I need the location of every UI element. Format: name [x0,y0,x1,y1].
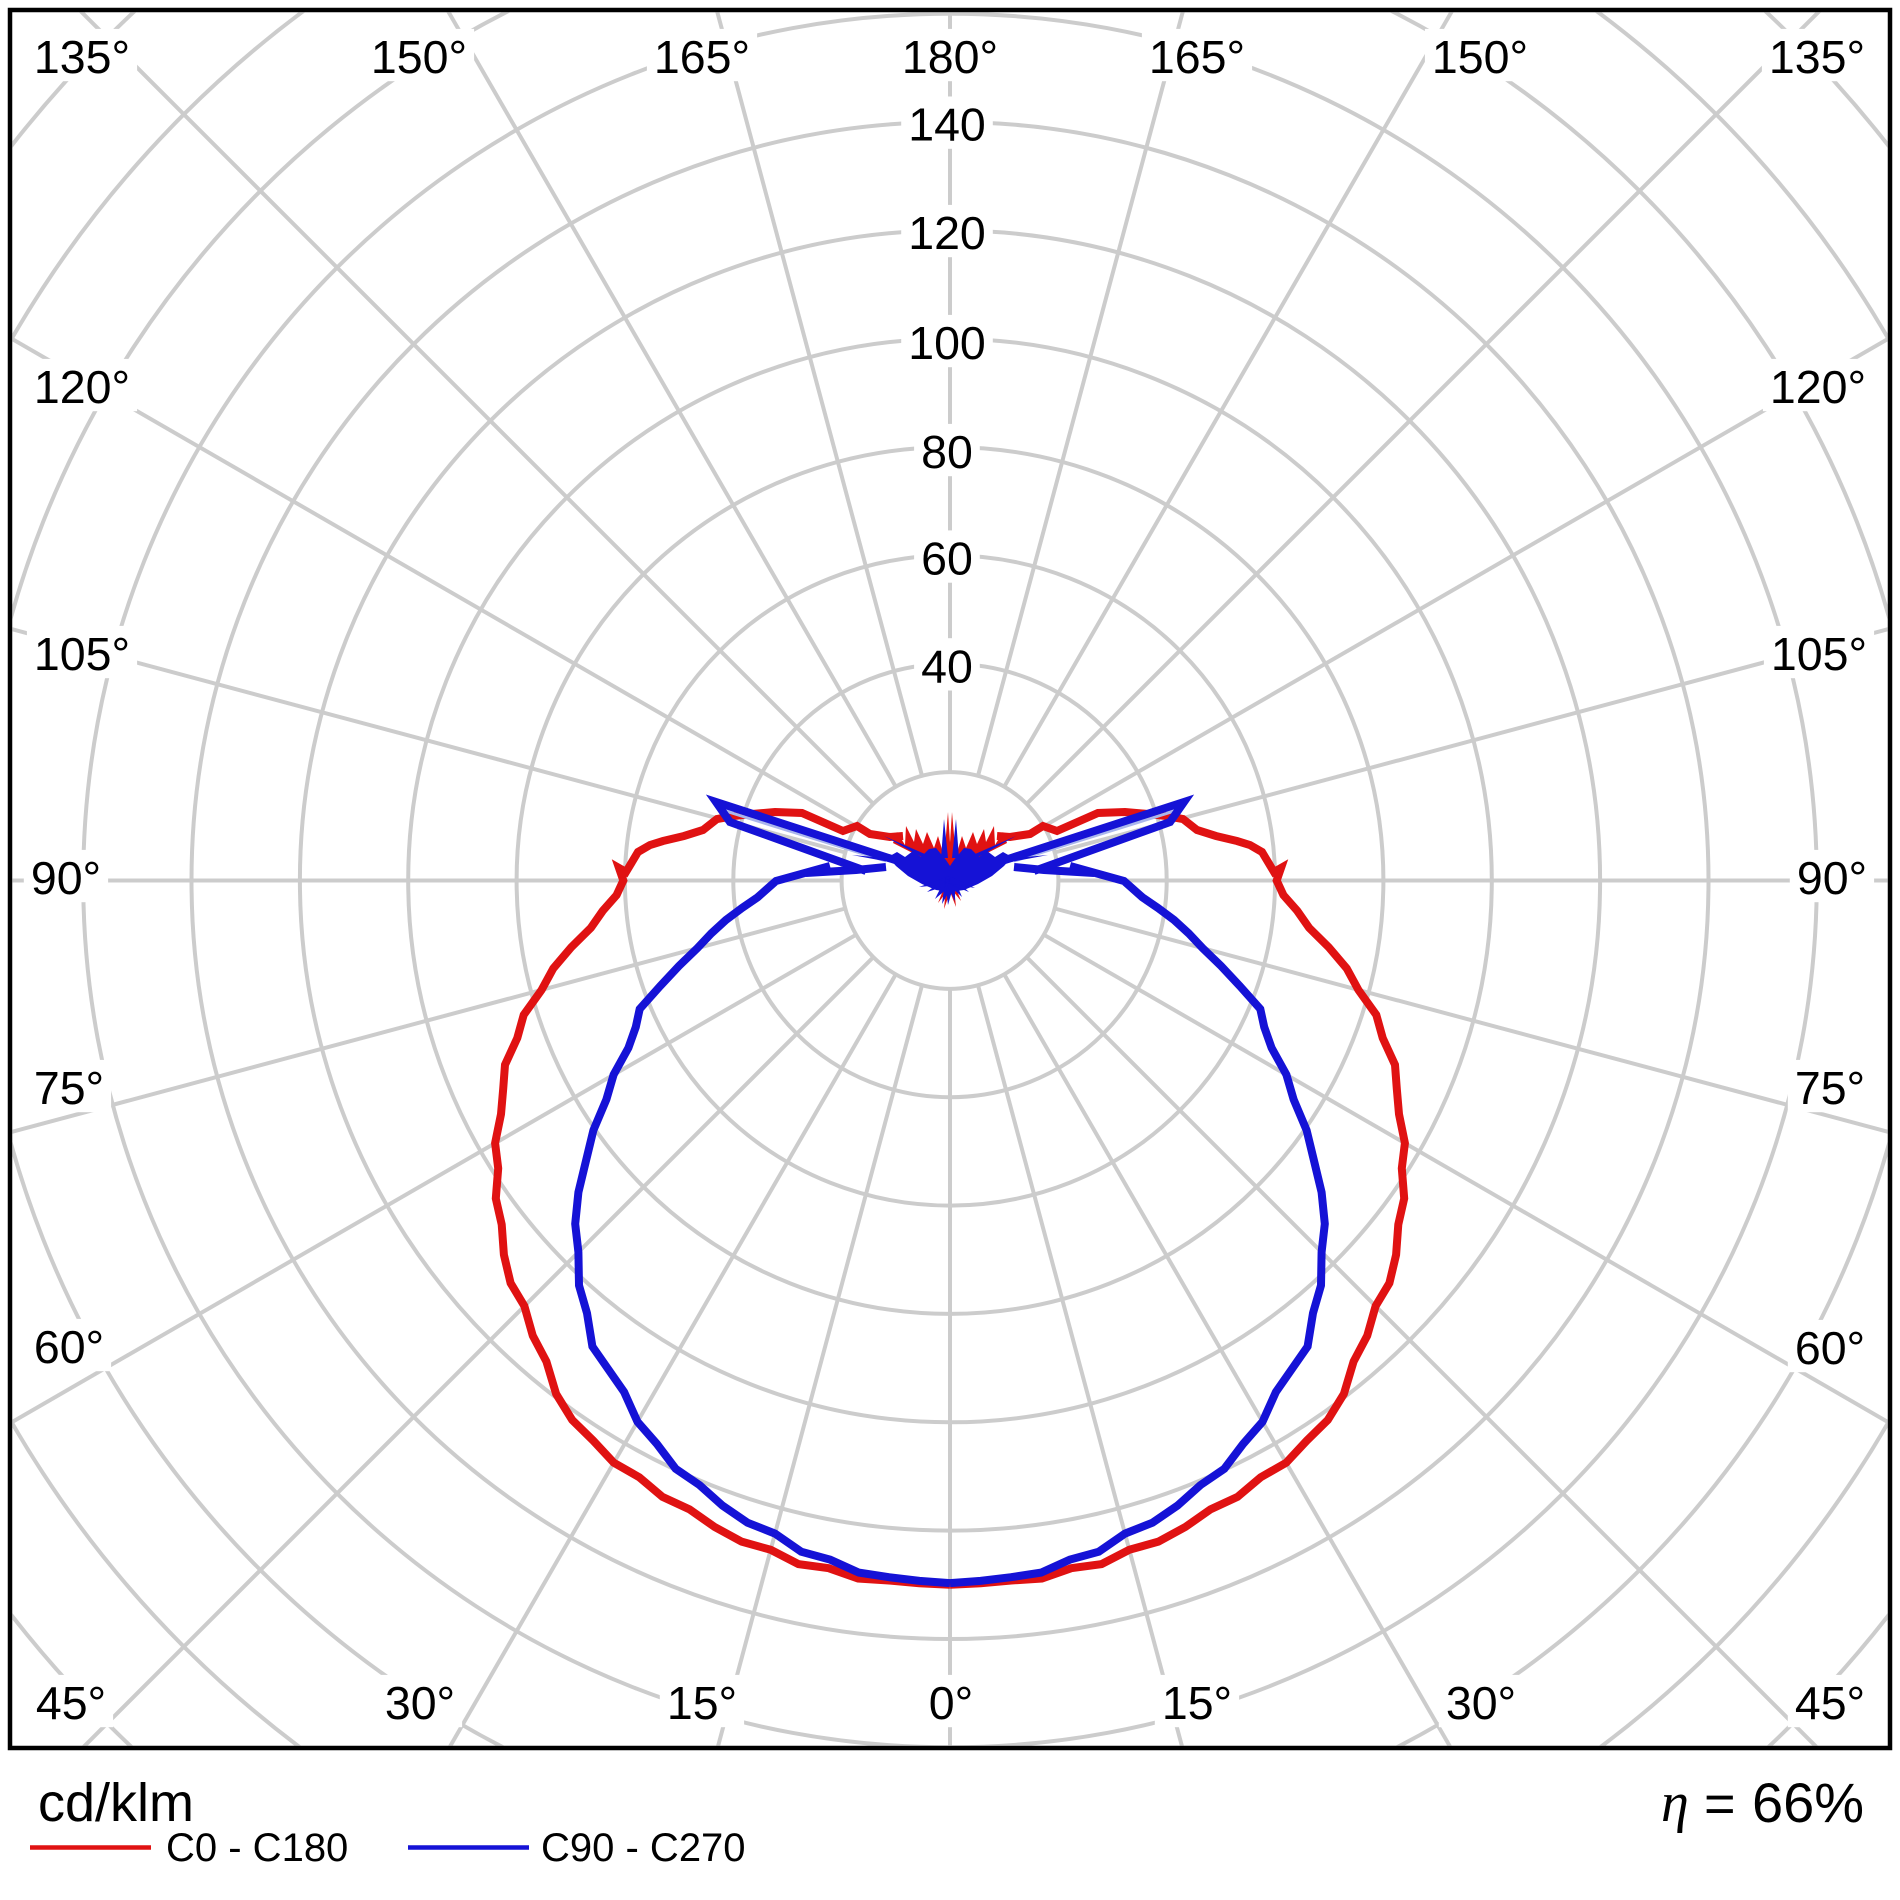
svg-text:165°: 165° [1149,31,1245,83]
svg-text:45°: 45° [36,1677,106,1729]
svg-text:105°: 105° [34,628,130,680]
svg-text:100: 100 [908,317,986,369]
svg-text:135°: 135° [1769,31,1865,83]
svg-text:30°: 30° [1446,1677,1516,1729]
svg-text:120°: 120° [1770,361,1866,413]
svg-text:40: 40 [921,640,973,692]
svg-text:80: 80 [921,426,973,478]
svg-text:C0 - C180: C0 - C180 [166,1826,348,1870]
svg-text:135°: 135° [34,31,130,83]
svg-text:60: 60 [921,533,973,585]
svg-text:150°: 150° [1432,31,1528,83]
svg-text:30°: 30° [385,1677,455,1729]
svg-text:150°: 150° [371,31,467,83]
svg-text:140: 140 [908,99,986,151]
svg-text:120: 120 [908,207,986,259]
svg-text:120°: 120° [34,361,130,413]
svg-text:165°: 165° [654,31,750,83]
svg-text:0°: 0° [929,1677,973,1729]
svg-text:90°: 90° [1797,852,1867,904]
svg-text:60°: 60° [1795,1322,1865,1374]
svg-text:C90 - C270: C90 - C270 [541,1826,746,1870]
svg-text:=: = [1704,1774,1736,1834]
svg-text:60°: 60° [34,1321,104,1373]
svg-text:66%: 66% [1752,1771,1864,1834]
svg-text:45°: 45° [1795,1677,1865,1729]
svg-text:75°: 75° [1795,1062,1865,1114]
svg-text:105°: 105° [1771,628,1867,680]
svg-text:75°: 75° [34,1062,104,1114]
svg-text:cd/klm: cd/klm [38,1773,194,1833]
svg-text:90°: 90° [31,852,101,904]
svg-text:η: η [1661,1772,1689,1834]
svg-text:15°: 15° [1162,1677,1232,1729]
svg-text:180°: 180° [902,31,998,83]
svg-text:15°: 15° [667,1677,737,1729]
